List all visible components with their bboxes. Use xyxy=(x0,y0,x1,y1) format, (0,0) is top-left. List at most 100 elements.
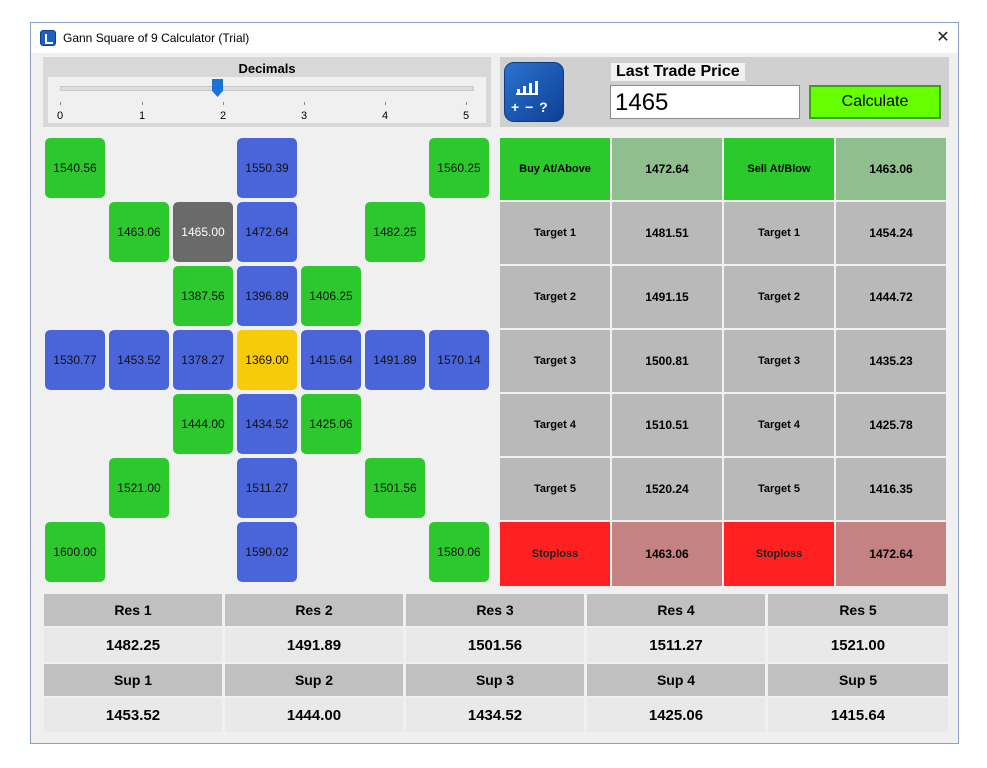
target-label: Target 3 xyxy=(724,330,834,392)
grid-cell: 1472.64 xyxy=(237,202,297,262)
target-value: 1481.51 xyxy=(612,202,722,264)
target-value: 1444.72 xyxy=(836,266,946,328)
res-header: Res 1 xyxy=(44,594,222,626)
grid-cell: 1463.06 xyxy=(109,202,169,262)
target-value: 1500.81 xyxy=(612,330,722,392)
sup-value: 1415.64 xyxy=(768,698,948,732)
res-value: 1511.27 xyxy=(587,628,765,662)
res-header: Res 2 xyxy=(225,594,403,626)
grid-cell: 1530.77 xyxy=(45,330,105,390)
grid-cell: 1396.89 xyxy=(237,266,297,326)
window-title: Gann Square of 9 Calculator (Trial) xyxy=(63,31,250,45)
sup-value: 1453.52 xyxy=(44,698,222,732)
close-button[interactable]: ✕ xyxy=(936,29,950,46)
calculator-logo-icon: + − ? xyxy=(504,62,564,122)
tick-label-4: 4 xyxy=(381,110,389,122)
target-value: 1425.78 xyxy=(836,394,946,456)
sup-value: 1434.52 xyxy=(406,698,584,732)
target-label: Target 1 xyxy=(724,202,834,264)
slider-thumb[interactable] xyxy=(212,79,223,97)
grid-cell: 1425.06 xyxy=(301,394,361,454)
grid-cell: 1570.14 xyxy=(429,330,489,390)
logo-operators: + − ? xyxy=(511,99,549,115)
sup-header: Sup 3 xyxy=(406,664,584,696)
stoploss-label: Stoploss xyxy=(724,522,834,586)
decimals-panel: Decimals 0 1 2 3 4 5 xyxy=(43,57,491,127)
target-label: Target 5 xyxy=(724,458,834,520)
sell-label: Sell At/Blow xyxy=(724,138,834,200)
target-label: Target 4 xyxy=(724,394,834,456)
res-value: 1501.56 xyxy=(406,628,584,662)
grid-cell-current: 1465.00 xyxy=(173,202,233,262)
tick-label-0: 0 xyxy=(56,110,64,122)
target-value: 1435.23 xyxy=(836,330,946,392)
decimals-label: Decimals xyxy=(238,61,296,76)
grid-cell: 1444.00 xyxy=(173,394,233,454)
title-bar: Gann Square of 9 Calculator (Trial) ✕ xyxy=(31,23,958,53)
grid-cell: 1550.39 xyxy=(237,138,297,198)
stoploss-value: 1472.64 xyxy=(836,522,946,586)
res-value: 1491.89 xyxy=(225,628,403,662)
target-label: Target 1 xyxy=(500,202,610,264)
res-value: 1521.00 xyxy=(768,628,948,662)
ltp-label: Last Trade Price xyxy=(611,63,745,81)
ltp-panel: + − ? Last Trade Price 1465 Calculate xyxy=(500,57,949,127)
target-label: Target 5 xyxy=(500,458,610,520)
res-header: Res 3 xyxy=(406,594,584,626)
target-value: 1510.51 xyxy=(612,394,722,456)
grid-cell: 1434.52 xyxy=(237,394,297,454)
sup-header: Sup 1 xyxy=(44,664,222,696)
ltp-input[interactable]: 1465 xyxy=(610,85,800,119)
grid-cell: 1521.00 xyxy=(109,458,169,518)
tick-label-2: 2 xyxy=(219,110,227,122)
sup-header: Sup 4 xyxy=(587,664,765,696)
slider-tick xyxy=(304,102,305,105)
chart-bars-icon xyxy=(516,81,538,95)
res-header: Res 5 xyxy=(768,594,948,626)
buy-label: Buy At/Above xyxy=(500,138,610,200)
grid-cell: 1387.56 xyxy=(173,266,233,326)
tick-label-3: 3 xyxy=(300,110,308,122)
sup-header: Sup 2 xyxy=(225,664,403,696)
slider-tick xyxy=(60,102,61,105)
grid-cell: 1540.56 xyxy=(45,138,105,198)
slider-track[interactable] xyxy=(60,86,474,91)
target-label: Target 4 xyxy=(500,394,610,456)
target-label: Target 3 xyxy=(500,330,610,392)
slider-tick xyxy=(466,102,467,105)
sup-value: 1425.06 xyxy=(587,698,765,732)
app-icon xyxy=(40,30,56,46)
grid-cell: 1406.25 xyxy=(301,266,361,326)
calculate-button[interactable]: Calculate xyxy=(809,85,941,119)
tick-label-5: 5 xyxy=(462,110,470,122)
decimals-slider[interactable]: 0 1 2 3 4 5 xyxy=(48,77,486,123)
stoploss-label: Stoploss xyxy=(500,522,610,586)
slider-tick xyxy=(223,102,224,105)
grid-cell: 1491.89 xyxy=(365,330,425,390)
res-header: Res 4 xyxy=(587,594,765,626)
grid-cell: 1378.27 xyxy=(173,330,233,390)
sup-value: 1444.00 xyxy=(225,698,403,732)
grid-cell: 1511.27 xyxy=(237,458,297,518)
grid-cell: 1600.00 xyxy=(45,522,105,582)
target-value: 1416.35 xyxy=(836,458,946,520)
target-value: 1491.15 xyxy=(612,266,722,328)
grid-cell: 1501.56 xyxy=(365,458,425,518)
res-value: 1482.25 xyxy=(44,628,222,662)
slider-tick xyxy=(142,102,143,105)
grid-cell: 1590.02 xyxy=(237,522,297,582)
app-window: Gann Square of 9 Calculator (Trial) ✕ De… xyxy=(30,22,959,744)
stoploss-value: 1463.06 xyxy=(612,522,722,586)
target-value: 1454.24 xyxy=(836,202,946,264)
grid-cell: 1482.25 xyxy=(365,202,425,262)
sell-value: 1463.06 xyxy=(836,138,946,200)
target-label: Target 2 xyxy=(724,266,834,328)
grid-cell: 1560.25 xyxy=(429,138,489,198)
grid-cell: 1415.64 xyxy=(301,330,361,390)
buy-value: 1472.64 xyxy=(612,138,722,200)
target-label: Target 2 xyxy=(500,266,610,328)
grid-cell-center: 1369.00 xyxy=(237,330,297,390)
target-value: 1520.24 xyxy=(612,458,722,520)
slider-tick xyxy=(385,102,386,105)
grid-cell: 1580.06 xyxy=(429,522,489,582)
